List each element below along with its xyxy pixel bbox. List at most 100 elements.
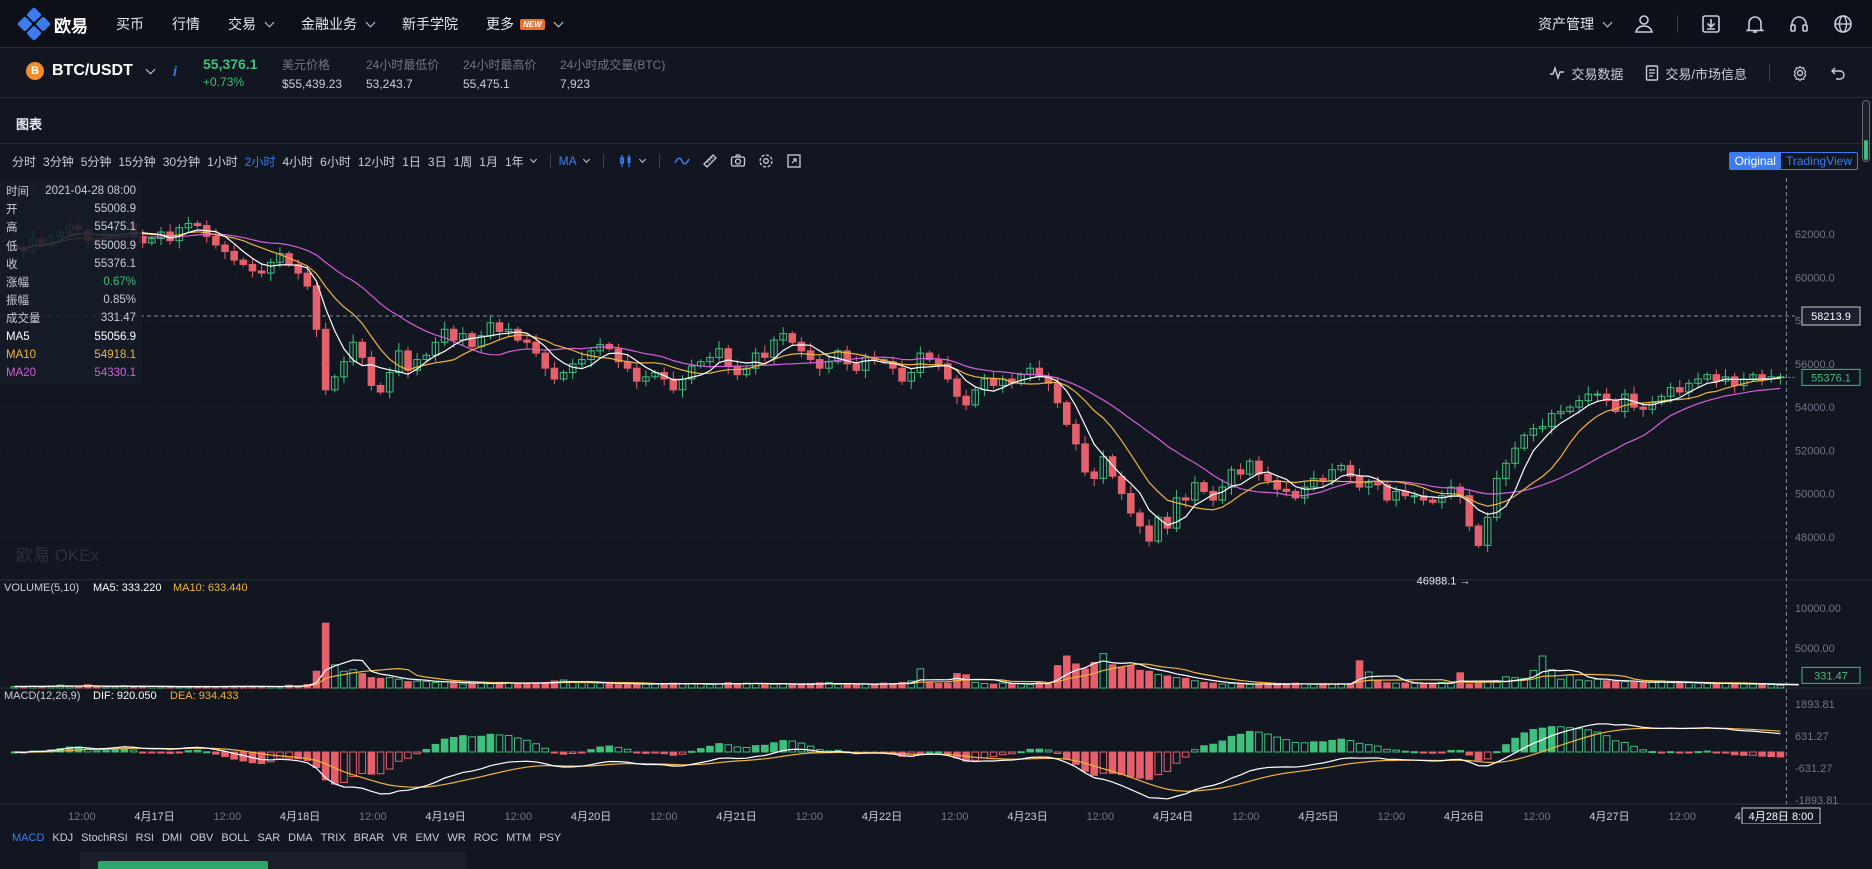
volume-bar [998, 682, 1007, 689]
interval-tab[interactable]: 1周 [453, 154, 473, 169]
candle-body [321, 328, 330, 391]
chevron-down-icon[interactable] [582, 155, 590, 164]
nav-item-finance[interactable]: 金融业务 [301, 14, 376, 34]
volume-bar [605, 683, 614, 689]
indicator-tab[interactable]: SAR [257, 832, 281, 844]
asset-management-menu[interactable]: 资产管理 [1538, 14, 1613, 34]
interval-tab[interactable]: 1日 [402, 154, 421, 169]
interval-tab[interactable]: 1小时 [207, 154, 238, 169]
price-axis-label: 52000.0 [1795, 445, 1835, 457]
ohlc-label: MA10 [6, 348, 37, 361]
indicator-tab[interactable]: DMA [288, 832, 313, 844]
nav-item-trade[interactable]: 交易 [228, 14, 275, 34]
trade-data-button[interactable]: 交易数据 [1549, 64, 1623, 83]
bell-icon[interactable] [1744, 13, 1766, 35]
interval-tab[interactable]: 4小时 [282, 154, 314, 169]
macd-histogram-bar [1108, 751, 1117, 774]
indicator-tab[interactable]: TRIX [320, 832, 346, 844]
logo-icon [17, 7, 51, 41]
globe-icon[interactable] [1832, 13, 1854, 35]
download-icon[interactable] [1700, 13, 1722, 35]
indicator-select[interactable]: MA [558, 154, 577, 168]
candle-body [1099, 456, 1108, 479]
ruler-icon[interactable] [702, 153, 718, 169]
macd-histogram-bar [678, 751, 687, 755]
interval-tab[interactable]: 12小时 [357, 154, 396, 169]
macd-histogram-bar [495, 734, 504, 753]
interval-tab[interactable]: 5分钟 [80, 154, 112, 169]
stat-24h-volume: 24小时成交量(BTC) 7,923 [560, 56, 665, 91]
crosshair-price-label: 58213.9 [1811, 311, 1851, 323]
interval-tab[interactable]: 2小时 [244, 154, 276, 169]
info-icon[interactable]: i [173, 63, 177, 79]
chart-toolbar: 分时 3分钟 5分钟 15分钟 30分钟 1小时 2小时 4小时 6小时 12小时 1日 3日 1周 1月… [0, 144, 1872, 178]
candle-body [1136, 512, 1144, 527]
indicator-tab[interactable]: KDJ [52, 832, 74, 844]
nav-item-markets[interactable]: 行情 [172, 14, 200, 34]
interval-tab[interactable]: 30分钟 [162, 154, 201, 169]
interval-tab[interactable]: 15分钟 [118, 154, 156, 169]
indicator-tab[interactable]: EMV [415, 832, 440, 844]
mode-original-button[interactable]: Original [1729, 153, 1781, 169]
chevron-down-icon [1602, 17, 1613, 27]
volume-bar [1227, 683, 1236, 689]
indicator-tab[interactable]: VR [392, 832, 408, 844]
indicator-tab[interactable]: MACD [12, 832, 45, 844]
volume-bar [1081, 668, 1089, 689]
candlestick-type-icon[interactable] [618, 153, 634, 169]
line-style-icon[interactable] [673, 153, 690, 169]
mode-tradingview-button[interactable]: TradingView [1785, 154, 1852, 168]
interval-tab[interactable]: 1年 [504, 154, 524, 169]
bottom-scroll-track[interactable] [80, 852, 466, 869]
indicator-tab[interactable]: WR [447, 832, 466, 844]
date-axis-label: 4月27日 [1589, 811, 1629, 823]
candlestick-chart[interactable]: 62000.060000.058000.056000.054000.052000… [0, 178, 1872, 824]
interval-tab[interactable]: 分时 [12, 154, 37, 169]
document-icon [1646, 65, 1659, 81]
volume-bar [1245, 683, 1254, 689]
pair-selector[interactable]: B BTC/USDT [26, 62, 156, 80]
indicator-tab[interactable]: BRAR [353, 832, 385, 844]
nav-item-buy-crypto[interactable]: 买币 [116, 14, 144, 34]
indicator-tab[interactable]: ROC [473, 832, 499, 844]
macd-histogram-bar [1392, 749, 1400, 753]
chevron-down-icon[interactable] [638, 155, 646, 164]
volume-bar [578, 682, 586, 689]
volume-axis-label: 10000.00 [1795, 603, 1841, 615]
headset-icon[interactable] [1788, 13, 1810, 35]
camera-icon[interactable] [730, 153, 746, 169]
candle-body [1053, 382, 1062, 404]
indicator-tab[interactable]: OBV [190, 832, 214, 844]
asset-management-label: 资产管理 [1538, 16, 1594, 32]
indicator-tab[interactable]: BOLL [221, 832, 250, 844]
brand-logo[interactable]: 欧易 [17, 7, 88, 41]
user-icon[interactable] [1633, 13, 1655, 35]
volume-bar [724, 682, 733, 689]
fullscreen-icon[interactable] [786, 153, 802, 169]
indicator-tab[interactable]: DMI [161, 832, 183, 844]
interval-tab[interactable]: 3分钟 [43, 154, 74, 169]
candle-body [1117, 475, 1126, 495]
macd-legend-name: MACD(12,26,9) [4, 690, 80, 702]
nav-item-more[interactable]: 更多 NEW [486, 14, 564, 34]
market-info-button[interactable]: 交易/市场信息 [1645, 64, 1747, 83]
interval-tab[interactable]: 6小时 [320, 154, 351, 169]
indicator-tab[interactable]: MTM [506, 832, 532, 844]
crosshair-price-tag [1801, 306, 1861, 326]
nav-item-academy[interactable]: 新手学院 [402, 14, 458, 34]
indicator-tab[interactable]: StochRSI [81, 832, 128, 844]
undo-icon[interactable] [1830, 65, 1846, 81]
interval-tab[interactable]: 1月 [479, 154, 498, 169]
settings-icon[interactable] [1792, 65, 1808, 81]
indicator-tab[interactable]: PSY [539, 832, 562, 844]
interval-tab[interactable]: 3日 [427, 154, 447, 169]
macd-histogram-bar [1529, 728, 1538, 753]
chevron-down-icon[interactable] [529, 155, 537, 164]
last-price: 55,376.1 [203, 56, 258, 72]
indicator-tab[interactable]: RSI [135, 832, 154, 844]
macd-histogram-bar [989, 751, 998, 758]
macd-histogram-bar [1602, 735, 1611, 753]
side-scrollbar[interactable] [1862, 100, 1870, 162]
volume-bar [1374, 680, 1382, 689]
chart-settings-icon[interactable] [758, 153, 774, 169]
